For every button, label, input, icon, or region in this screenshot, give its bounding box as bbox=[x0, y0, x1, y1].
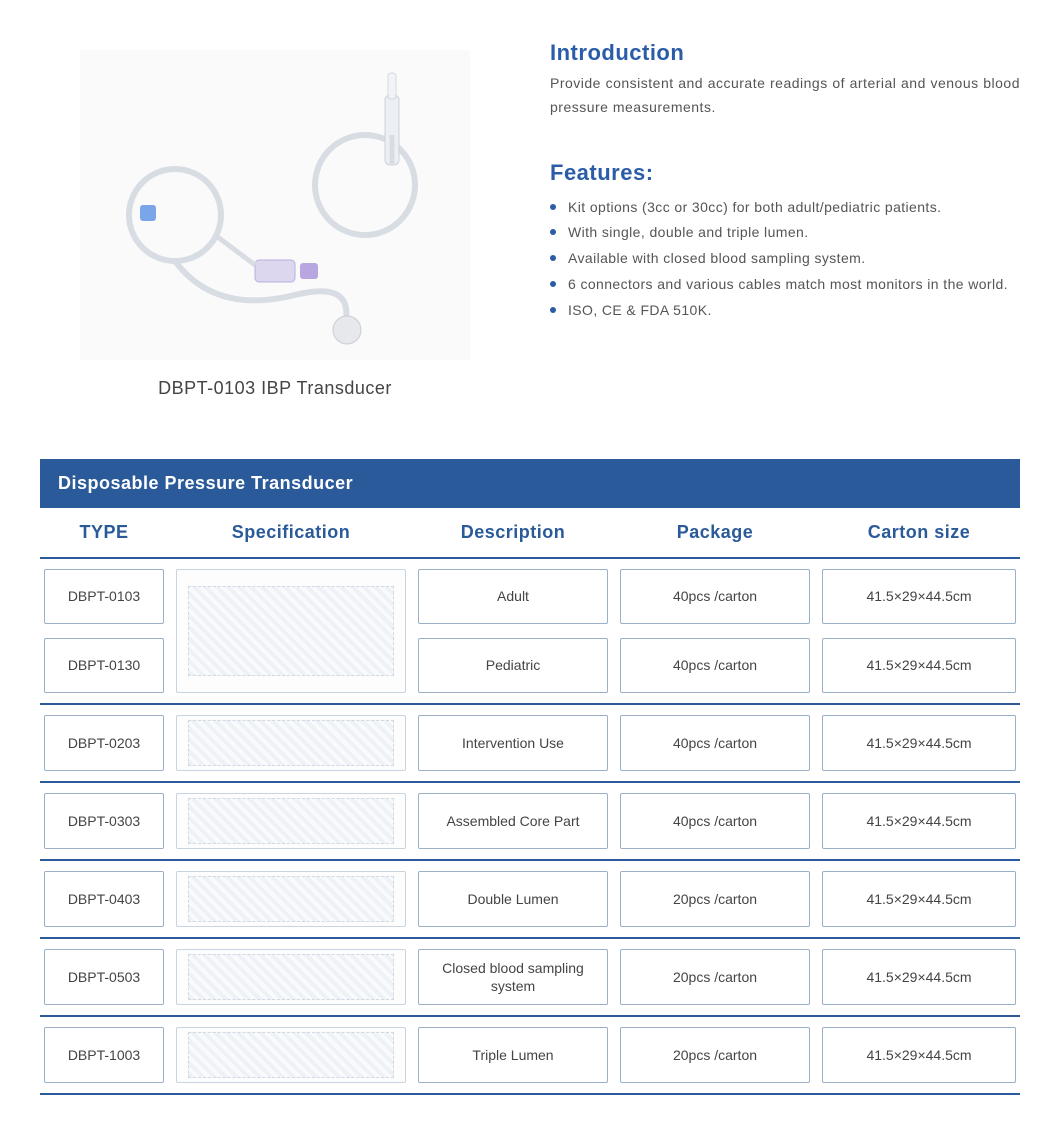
spec-diagram-icon bbox=[188, 798, 393, 844]
feature-item: Available with closed blood sampling sys… bbox=[550, 247, 1020, 271]
desc-cell: Triple Lumen bbox=[418, 1027, 608, 1083]
intro-heading: Introduction bbox=[550, 40, 1020, 66]
col-header-desc: Description bbox=[418, 522, 608, 543]
transducer-illustration-icon bbox=[95, 65, 455, 345]
spec-diagram-icon bbox=[188, 954, 393, 1000]
features-heading: Features: bbox=[550, 160, 1020, 186]
carton-cell: 41.5×29×44.5cm bbox=[822, 793, 1016, 849]
desc-cell: Double Lumen bbox=[418, 871, 608, 927]
carton-cell: 41.5×29×44.5cm bbox=[822, 949, 1016, 1005]
feature-item: With single, double and triple lumen. bbox=[550, 221, 1020, 245]
type-cell: DBPT-0103 bbox=[44, 569, 164, 624]
top-section: DBPT-0103 IBP Transducer Introduction Pr… bbox=[40, 30, 1020, 399]
desc-stack: Adult Pediatric bbox=[418, 569, 608, 693]
type-cell: DBPT-0203 bbox=[44, 715, 164, 771]
spec-cell bbox=[176, 569, 406, 693]
table-row: DBPT-0303 Assembled Core Part 40pcs /car… bbox=[40, 783, 1020, 861]
pkg-cell: 40pcs /carton bbox=[620, 638, 810, 693]
type-cell: DBPT-0503 bbox=[44, 949, 164, 1005]
product-image bbox=[80, 50, 470, 360]
feature-item: Kit options (3cc or 30cc) for both adult… bbox=[550, 196, 1020, 220]
carton-cell: 41.5×29×44.5cm bbox=[822, 871, 1016, 927]
table-body: DBPT-0103 DBPT-0130 Adult Pediatric 40pc… bbox=[40, 559, 1020, 1095]
type-cell: DBPT-1003 bbox=[44, 1027, 164, 1083]
feature-item: ISO, CE & FDA 510K. bbox=[550, 299, 1020, 323]
feature-item: 6 connectors and various cables match mo… bbox=[550, 273, 1020, 297]
spec-cell bbox=[176, 949, 406, 1005]
table-row: DBPT-0403 Double Lumen 20pcs /carton 41.… bbox=[40, 861, 1020, 939]
table-header-row: TYPE Specification Description Package C… bbox=[40, 508, 1020, 559]
col-header-type: TYPE bbox=[44, 522, 164, 543]
table-row-group: DBPT-0103 DBPT-0130 Adult Pediatric 40pc… bbox=[40, 559, 1020, 705]
carton-stack: 41.5×29×44.5cm 41.5×29×44.5cm bbox=[822, 569, 1016, 693]
pkg-cell: 40pcs /carton bbox=[620, 569, 810, 624]
spec-diagram-icon bbox=[188, 586, 393, 676]
features-list: Kit options (3cc or 30cc) for both adult… bbox=[550, 196, 1020, 323]
type-cell: DBPT-0403 bbox=[44, 871, 164, 927]
spec-diagram-icon bbox=[188, 1032, 393, 1078]
table-row: DBPT-0503 Closed blood sampling system 2… bbox=[40, 939, 1020, 1017]
product-image-column: DBPT-0103 IBP Transducer bbox=[40, 30, 510, 399]
pkg-cell: 20pcs /carton bbox=[620, 949, 810, 1005]
carton-cell: 41.5×29×44.5cm bbox=[822, 1027, 1016, 1083]
pkg-stack: 40pcs /carton 40pcs /carton bbox=[620, 569, 810, 693]
col-header-spec: Specification bbox=[176, 522, 406, 543]
spec-diagram-icon bbox=[188, 720, 393, 766]
spec-cell bbox=[176, 793, 406, 849]
carton-cell: 41.5×29×44.5cm bbox=[822, 638, 1016, 693]
pkg-cell: 20pcs /carton bbox=[620, 871, 810, 927]
table-row: DBPT-0203 Intervention Use 40pcs /carton… bbox=[40, 705, 1020, 783]
pkg-cell: 40pcs /carton bbox=[620, 793, 810, 849]
col-header-pkg: Package bbox=[620, 522, 810, 543]
spec-cell bbox=[176, 871, 406, 927]
info-column: Introduction Provide consistent and accu… bbox=[550, 30, 1020, 399]
pkg-cell: 20pcs /carton bbox=[620, 1027, 810, 1083]
type-cell: DBPT-0303 bbox=[44, 793, 164, 849]
spec-diagram-icon bbox=[188, 876, 393, 922]
col-header-carton: Carton size bbox=[822, 522, 1016, 543]
pkg-cell: 40pcs /carton bbox=[620, 715, 810, 771]
table-row: DBPT-1003 Triple Lumen 20pcs /carton 41.… bbox=[40, 1017, 1020, 1095]
desc-cell: Adult bbox=[418, 569, 608, 624]
type-cell: DBPT-0130 bbox=[44, 638, 164, 693]
spec-cell bbox=[176, 1027, 406, 1083]
desc-cell: Closed blood sampling system bbox=[418, 949, 608, 1005]
desc-cell: Assembled Core Part bbox=[418, 793, 608, 849]
carton-cell: 41.5×29×44.5cm bbox=[822, 715, 1016, 771]
type-stack: DBPT-0103 DBPT-0130 bbox=[44, 569, 164, 693]
spec-cell bbox=[176, 715, 406, 771]
desc-cell: Pediatric bbox=[418, 638, 608, 693]
intro-text: Provide consistent and accurate readings… bbox=[550, 72, 1020, 120]
product-caption: DBPT-0103 IBP Transducer bbox=[158, 378, 392, 399]
desc-cell: Intervention Use bbox=[418, 715, 608, 771]
carton-cell: 41.5×29×44.5cm bbox=[822, 569, 1016, 624]
table-title: Disposable Pressure Transducer bbox=[40, 459, 1020, 508]
